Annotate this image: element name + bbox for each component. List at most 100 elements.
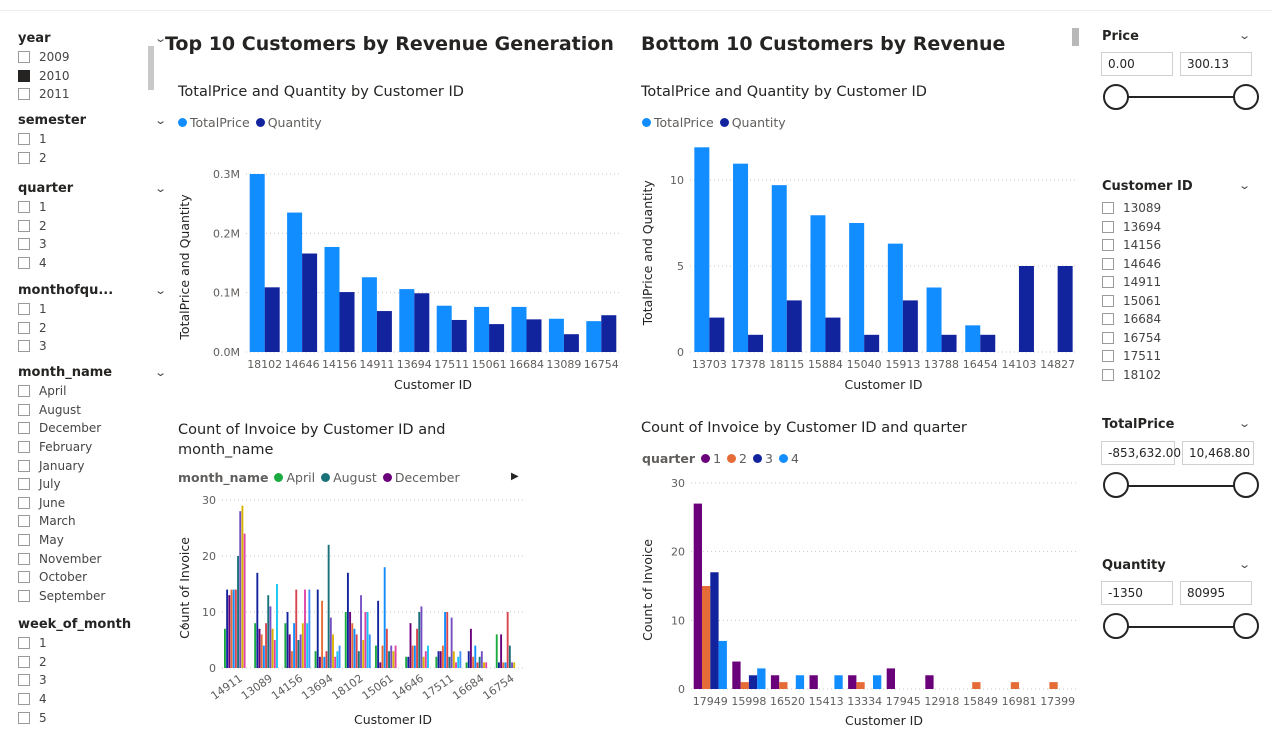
slicer-option[interactable]: 2 bbox=[18, 149, 165, 168]
customer-id-option[interactable]: 13694 bbox=[1102, 218, 1161, 237]
checkbox[interactable] bbox=[18, 496, 30, 509]
legend-april[interactable]: April bbox=[274, 470, 315, 485]
customer-id-option[interactable]: 18102 bbox=[1102, 366, 1161, 385]
checkbox[interactable] bbox=[1102, 276, 1114, 289]
price-max-input[interactable]: 300.13 bbox=[1180, 52, 1252, 76]
slicer-option[interactable]: July bbox=[18, 475, 165, 494]
checkbox[interactable] bbox=[1102, 202, 1114, 215]
totalprice-slider-track[interactable] bbox=[1116, 485, 1246, 487]
totalprice-slider-max-handle[interactable] bbox=[1233, 472, 1259, 498]
slicer-option[interactable]: 2010 bbox=[18, 67, 165, 86]
checkbox[interactable] bbox=[18, 693, 30, 706]
quantity-min-input[interactable]: -1350 bbox=[1101, 581, 1173, 605]
customer-id-option[interactable]: 17511 bbox=[1102, 347, 1161, 366]
slicer-option[interactable]: 3 bbox=[18, 235, 165, 254]
chevron-down-icon[interactable]: ⌄ bbox=[153, 113, 167, 127]
slicer-option[interactable]: September bbox=[18, 587, 165, 606]
slicer-header[interactable]: semester ⌄ bbox=[18, 110, 167, 130]
chevron-down-icon[interactable]: ⌄ bbox=[1238, 417, 1252, 430]
legend-q1[interactable]: 1 bbox=[701, 451, 721, 466]
checkbox[interactable] bbox=[1102, 331, 1114, 344]
checkbox[interactable] bbox=[18, 238, 30, 251]
chevron-down-icon[interactable]: ⌄ bbox=[1238, 29, 1252, 42]
slicer-header[interactable]: year ⌄ bbox=[18, 28, 167, 48]
slicer-option[interactable]: 1 bbox=[18, 198, 165, 217]
legend-august[interactable]: August bbox=[321, 470, 377, 485]
checkbox[interactable] bbox=[18, 385, 30, 398]
checkbox[interactable] bbox=[18, 711, 30, 724]
checkbox[interactable] bbox=[1102, 294, 1114, 307]
checkbox[interactable] bbox=[18, 422, 30, 435]
legend-quantity[interactable]: Quantity bbox=[255, 115, 322, 130]
checkbox[interactable] bbox=[1102, 313, 1114, 326]
legend-totalprice[interactable]: TotalPrice bbox=[642, 115, 714, 130]
slicer-header[interactable]: monthofqu... ⌄ bbox=[18, 280, 167, 300]
slicer-option[interactable]: 1 bbox=[18, 130, 165, 149]
checkbox[interactable] bbox=[18, 637, 30, 650]
legend-q2[interactable]: 2 bbox=[727, 451, 747, 466]
slicer-option[interactable]: January bbox=[18, 456, 165, 475]
slicer-option[interactable]: November bbox=[18, 549, 165, 568]
slicer-option[interactable]: March bbox=[18, 512, 165, 531]
checkbox[interactable] bbox=[18, 515, 30, 528]
legend-next-arrow-icon[interactable]: ▶ bbox=[511, 471, 519, 482]
price-min-input[interactable]: 0.00 bbox=[1101, 52, 1173, 76]
checkbox[interactable] bbox=[18, 403, 30, 416]
slicer-header[interactable]: month_name ⌄ bbox=[18, 362, 167, 382]
checkbox[interactable] bbox=[1102, 350, 1114, 363]
checkbox[interactable] bbox=[18, 133, 30, 146]
slicer-option[interactable]: 1 bbox=[18, 300, 165, 319]
checkbox[interactable] bbox=[18, 478, 30, 491]
slicer-option[interactable]: October bbox=[18, 568, 165, 587]
chevron-down-icon[interactable]: ⌄ bbox=[153, 365, 167, 379]
checkbox[interactable] bbox=[18, 201, 30, 214]
checkbox[interactable] bbox=[18, 219, 30, 232]
slicer-option[interactable]: 5 bbox=[18, 708, 187, 727]
invoice-by-quarter-chart[interactable]: 0 10 20 30 17949 15998 16520 15413 13334 17945 129… bbox=[633, 470, 1083, 740]
checkbox[interactable] bbox=[18, 88, 30, 101]
legend-q3[interactable]: 3 bbox=[752, 451, 773, 466]
totalprice-min-input[interactable]: -853,632.00 bbox=[1101, 441, 1181, 465]
checkbox[interactable] bbox=[1102, 368, 1114, 381]
quantity-slider-min-handle[interactable] bbox=[1103, 613, 1129, 639]
checkbox[interactable] bbox=[18, 340, 30, 353]
customer-id-option[interactable]: 14911 bbox=[1102, 273, 1161, 292]
bottom-customers-bar-chart[interactable]: 0 5 10 13703 17378 18115 15884 15040 15913 13788 1… bbox=[633, 140, 1083, 400]
legend-totalprice[interactable]: TotalPrice bbox=[178, 115, 250, 130]
legend-q4[interactable]: 4 bbox=[778, 451, 799, 466]
customer-id-option[interactable]: 16684 bbox=[1102, 310, 1161, 329]
quantity-max-input[interactable]: 80995 bbox=[1180, 581, 1252, 605]
slicer-option[interactable]: 3 bbox=[18, 337, 165, 356]
checkbox[interactable] bbox=[18, 303, 30, 316]
customer-id-option[interactable]: 14156 bbox=[1102, 236, 1161, 255]
quantity-slider-max-handle[interactable] bbox=[1233, 613, 1259, 639]
checkbox[interactable] bbox=[18, 534, 30, 547]
slicer-option[interactable]: 3 bbox=[18, 671, 187, 690]
legend-quantity[interactable]: Quantity bbox=[719, 115, 786, 130]
slicer-option[interactable]: May bbox=[18, 531, 165, 550]
quantity-slider-track[interactable] bbox=[1116, 626, 1246, 628]
totalprice-slider-min-handle[interactable] bbox=[1103, 472, 1129, 498]
top-customers-bar-chart[interactable]: 0.0M 0.1M 0.2M 0.3M 18102 14646 14156 14911 1369… bbox=[170, 160, 630, 400]
slicer-header[interactable]: quarter ⌄ bbox=[18, 178, 167, 198]
checkbox[interactable] bbox=[18, 69, 30, 82]
chevron-down-icon[interactable]: ⌄ bbox=[153, 181, 167, 195]
totalprice-max-input[interactable]: 10,468.80 bbox=[1182, 441, 1254, 465]
checkbox[interactable] bbox=[18, 552, 30, 565]
chevron-down-icon[interactable]: ⌄ bbox=[175, 617, 189, 631]
checkbox[interactable] bbox=[18, 589, 30, 602]
checkbox[interactable] bbox=[18, 321, 30, 334]
checkbox[interactable] bbox=[18, 655, 30, 668]
slicer-option[interactable]: 4 bbox=[18, 254, 165, 273]
slicer-option[interactable]: August bbox=[18, 401, 165, 420]
checkbox[interactable] bbox=[18, 441, 30, 454]
checkbox[interactable] bbox=[1102, 239, 1114, 252]
slicer-option[interactable]: 2009 bbox=[18, 48, 165, 67]
slicer-header[interactable]: week_of_month ⌄ bbox=[18, 614, 189, 634]
customer-id-option[interactable]: 16754 bbox=[1102, 329, 1161, 348]
checkbox[interactable] bbox=[1102, 220, 1114, 233]
customer-id-option[interactable]: 14646 bbox=[1102, 255, 1161, 274]
chevron-down-icon[interactable]: ⌄ bbox=[153, 31, 167, 45]
slicer-option[interactable]: April bbox=[18, 382, 165, 401]
price-slider-min-handle[interactable] bbox=[1103, 84, 1129, 110]
